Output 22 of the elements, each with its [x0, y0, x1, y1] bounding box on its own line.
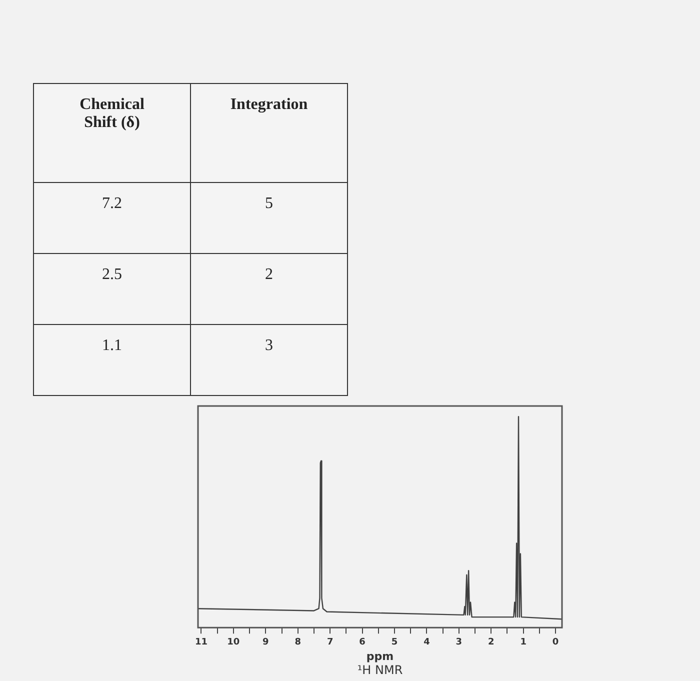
text: 5 — [265, 195, 273, 212]
text: Chemical Shift (δ) — [78, 96, 146, 132]
x-tick-label: 3 — [456, 637, 462, 648]
text: 3 — [265, 337, 273, 354]
x-tick-label: 5 — [391, 637, 398, 648]
text: 7.2 — [102, 195, 122, 212]
x-tick-label: 7 — [326, 637, 334, 648]
x-tick-label: 9 — [262, 637, 269, 648]
x-tick-label: 6 — [359, 637, 366, 648]
text: Integration — [230, 96, 308, 113]
x-tick-label: 0 — [552, 637, 559, 648]
x-tick-label: 11 — [194, 637, 208, 648]
text: 1.1 — [102, 337, 122, 354]
text: 2 — [265, 266, 273, 283]
x-tick-label: 4 — [424, 637, 430, 648]
x-axis-title: ppm — [366, 650, 394, 663]
x-tick-label: 1 — [520, 637, 526, 648]
x-tick-label: 10 — [227, 637, 240, 648]
x-tick-label: 2 — [488, 637, 494, 648]
x-tick-label: 8 — [294, 637, 301, 648]
text: ¹H NMR — [357, 662, 403, 677]
text: 2.5 — [102, 266, 122, 283]
